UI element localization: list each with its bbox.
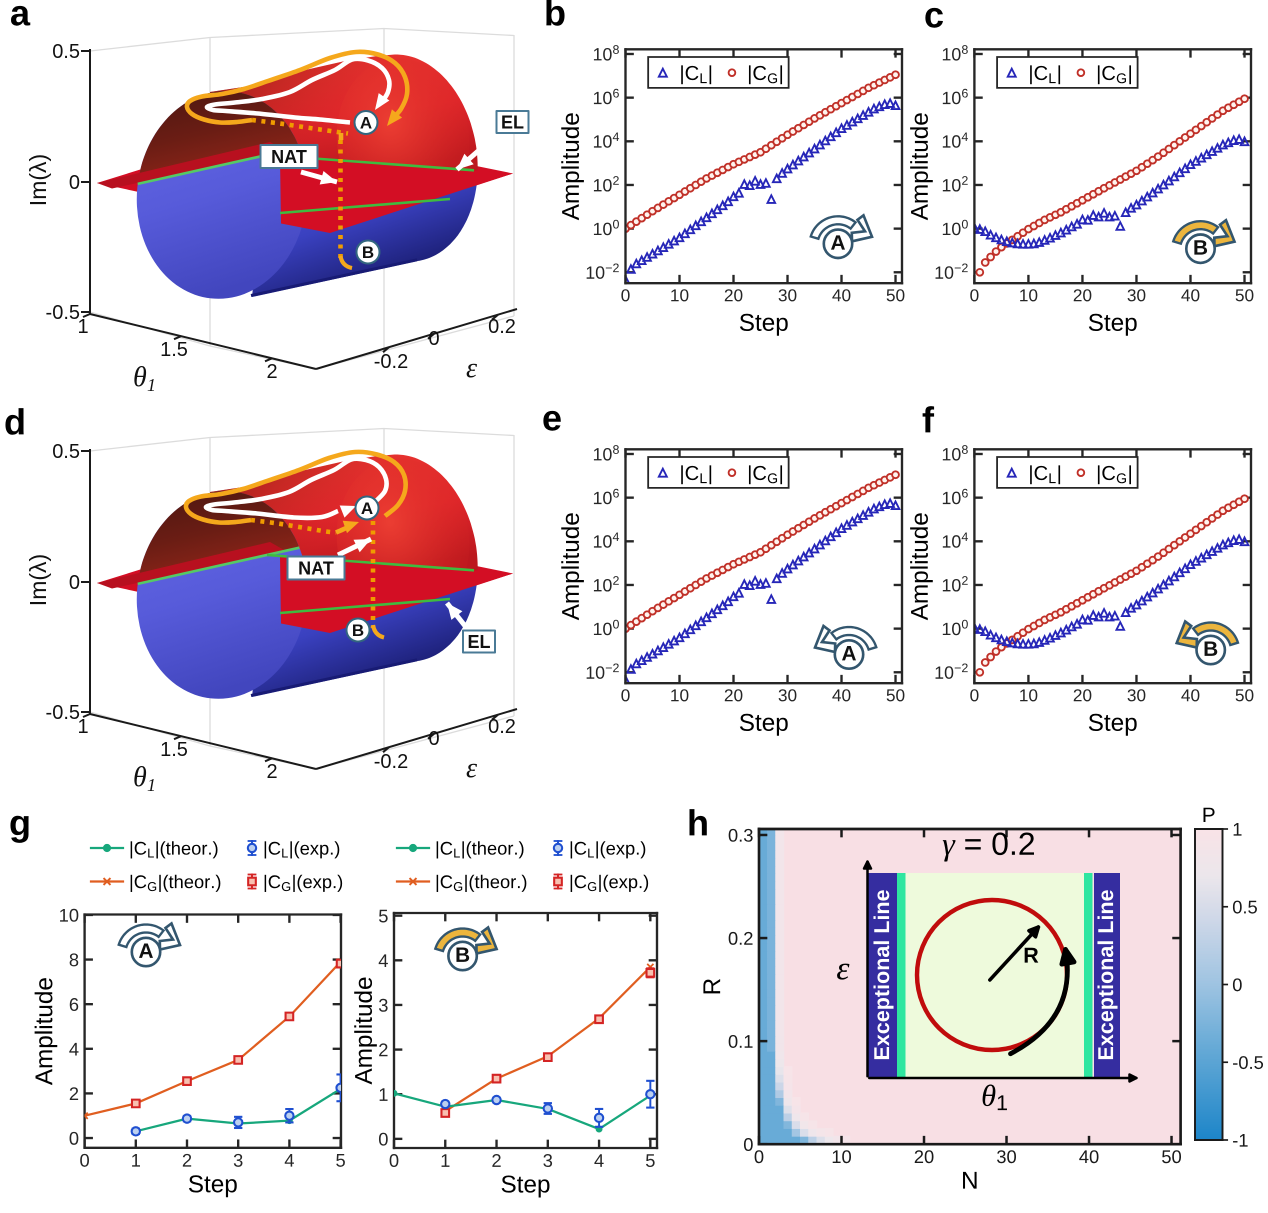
svg-text:NAT: NAT — [271, 147, 307, 167]
svg-text:B: B — [362, 243, 374, 262]
svg-text:0: 0 — [69, 572, 80, 594]
svg-text:0.5: 0.5 — [52, 441, 80, 463]
svg-text:B: B — [352, 621, 364, 640]
svg-text:Im(λ): Im(λ) — [25, 554, 51, 606]
svg-text:2: 2 — [266, 361, 277, 383]
svg-text:ε: ε — [466, 753, 477, 784]
svg-text:EL: EL — [467, 632, 490, 652]
svg-text:0.2: 0.2 — [488, 716, 516, 738]
svg-text:1.5: 1.5 — [160, 339, 188, 361]
svg-text:NAT: NAT — [298, 559, 334, 579]
svg-text:θ: θ — [133, 362, 147, 393]
svg-text:-0.2: -0.2 — [374, 751, 408, 773]
svg-text:2: 2 — [266, 761, 277, 783]
svg-text:0: 0 — [428, 328, 439, 350]
svg-text:1: 1 — [77, 716, 88, 738]
svg-text:0: 0 — [69, 172, 80, 194]
svg-text:1.5: 1.5 — [160, 739, 188, 761]
svg-text:1: 1 — [147, 375, 156, 395]
svg-text:-0.5: -0.5 — [46, 702, 80, 724]
svg-text:θ: θ — [133, 762, 147, 793]
svg-text:ε: ε — [466, 353, 477, 384]
svg-text:0: 0 — [428, 728, 439, 750]
svg-text:A: A — [360, 114, 372, 133]
svg-text:-0.2: -0.2 — [374, 351, 408, 373]
svg-text:A: A — [361, 499, 373, 518]
svg-text:1: 1 — [77, 316, 88, 338]
svg-text:0.2: 0.2 — [488, 316, 516, 338]
svg-text:0.5: 0.5 — [52, 41, 80, 63]
svg-text:1: 1 — [147, 775, 156, 795]
svg-text:Im(λ): Im(λ) — [25, 154, 51, 206]
svg-text:-0.5: -0.5 — [46, 302, 80, 324]
svg-text:EL: EL — [501, 113, 524, 133]
